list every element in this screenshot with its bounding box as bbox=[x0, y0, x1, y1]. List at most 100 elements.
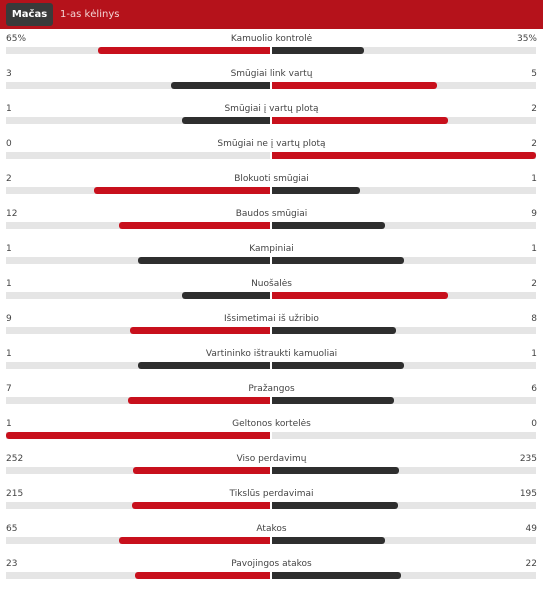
stat-home-value: 2 bbox=[6, 174, 12, 184]
stat-home-value: 1 bbox=[6, 419, 12, 429]
stat-away-bar bbox=[272, 82, 437, 89]
stat-row: 1 Kampiniai 1 bbox=[0, 243, 543, 278]
stat-away-value: 2 bbox=[531, 104, 537, 114]
stat-away-track bbox=[272, 572, 536, 579]
stat-away-value: 2 bbox=[531, 279, 537, 289]
stat-home-bar bbox=[130, 327, 270, 334]
stat-away-bar bbox=[272, 152, 536, 159]
stat-away-value: 195 bbox=[519, 489, 537, 499]
stat-name: Išsimetimai iš užribio bbox=[224, 314, 319, 324]
stat-home-track bbox=[6, 397, 270, 404]
stat-away-value: 235 bbox=[519, 454, 537, 464]
stat-home-track bbox=[6, 257, 270, 264]
stat-away-value: 1 bbox=[531, 244, 537, 254]
stat-name: Kampiniai bbox=[249, 244, 294, 254]
stat-away-bar bbox=[272, 397, 394, 404]
stat-row: 215 Tikslūs perdavimai 195 bbox=[0, 488, 543, 523]
stat-home-bar bbox=[128, 397, 270, 404]
stat-away-bar bbox=[272, 47, 364, 54]
stat-name: Pražangos bbox=[248, 384, 295, 394]
stat-away-track bbox=[272, 362, 536, 369]
stat-name: Smūgiai į vartų plotą bbox=[224, 104, 319, 114]
stat-away-value: 1 bbox=[531, 174, 537, 184]
stat-home-track bbox=[6, 502, 270, 509]
stat-away-value: 22 bbox=[525, 559, 537, 569]
stat-home-track bbox=[6, 292, 270, 299]
stat-home-bar bbox=[138, 257, 270, 264]
stat-home-bar bbox=[138, 362, 270, 369]
stat-away-track bbox=[272, 397, 536, 404]
stat-away-bar bbox=[272, 572, 401, 579]
tab-first-half[interactable]: 1-as kėlinys bbox=[60, 9, 120, 20]
stat-name: Smūgiai link vartų bbox=[230, 69, 313, 79]
stat-name: Kamuolio kontrolė bbox=[230, 34, 313, 44]
stat-row: 9 Išsimetimai iš užribio 8 bbox=[0, 313, 543, 348]
stat-home-value: 7 bbox=[6, 384, 12, 394]
tab-match[interactable]: Mačas bbox=[6, 3, 53, 26]
stat-away-bar bbox=[272, 222, 385, 229]
stat-row: 2 Blokuoti smūgiai 1 bbox=[0, 173, 543, 208]
stat-row: 7 Pražangos 6 bbox=[0, 383, 543, 418]
stat-name: Atakos bbox=[256, 524, 287, 534]
stat-away-value: 0 bbox=[531, 419, 537, 429]
header-bar: Mačas 1-as kėlinys bbox=[0, 0, 543, 29]
stat-home-track bbox=[6, 82, 270, 89]
stat-row: 12 Baudos smūgiai 9 bbox=[0, 208, 543, 243]
stat-away-bar bbox=[272, 502, 398, 509]
stat-home-value: 23 bbox=[6, 559, 18, 569]
stat-home-track bbox=[6, 222, 270, 229]
stat-away-value: 9 bbox=[531, 209, 537, 219]
stat-home-value: 0 bbox=[6, 139, 12, 149]
stat-name: Blokuoti smūgiai bbox=[234, 174, 309, 184]
stat-away-track bbox=[272, 82, 536, 89]
stat-home-value: 1 bbox=[6, 104, 12, 114]
stat-home-track bbox=[6, 572, 270, 579]
stat-away-bar bbox=[272, 467, 399, 474]
stat-home-bar bbox=[135, 572, 270, 579]
stat-home-bar bbox=[132, 502, 270, 509]
stat-away-track bbox=[272, 537, 536, 544]
stat-name: Smūgiai ne į vartų plotą bbox=[217, 139, 326, 149]
stat-home-track bbox=[6, 117, 270, 124]
stat-away-track bbox=[272, 222, 536, 229]
stat-home-track bbox=[6, 432, 270, 439]
stat-home-value: 1 bbox=[6, 349, 12, 359]
stat-home-value: 65% bbox=[6, 34, 27, 44]
stat-name: Viso perdavimų bbox=[236, 454, 307, 464]
stat-away-value: 49 bbox=[525, 524, 537, 534]
stat-home-bar bbox=[182, 117, 270, 124]
stat-away-bar bbox=[272, 327, 396, 334]
stat-away-track bbox=[272, 327, 536, 334]
stat-row: 23 Pavojingos atakos 22 bbox=[0, 558, 543, 593]
stat-home-bar bbox=[98, 47, 270, 54]
stat-row: 1 Geltonos kortelės 0 bbox=[0, 418, 543, 453]
stat-row: 3 Smūgiai link vartų 5 bbox=[0, 68, 543, 103]
stat-away-track bbox=[272, 292, 536, 299]
stat-name: Geltonos kortelės bbox=[232, 419, 311, 429]
stat-home-track bbox=[6, 47, 270, 54]
stat-home-bar bbox=[182, 292, 270, 299]
stat-away-value: 1 bbox=[531, 349, 537, 359]
stat-away-track bbox=[272, 187, 536, 194]
stat-away-track bbox=[272, 117, 536, 124]
stat-away-value: 6 bbox=[531, 384, 537, 394]
stat-away-bar bbox=[272, 187, 360, 194]
stat-away-bar bbox=[272, 257, 404, 264]
stat-away-bar bbox=[272, 362, 404, 369]
stat-home-track bbox=[6, 327, 270, 334]
stat-away-value: 35% bbox=[516, 34, 537, 44]
stat-away-track bbox=[272, 152, 536, 159]
stat-home-bar bbox=[133, 467, 270, 474]
stat-home-value: 1 bbox=[6, 279, 12, 289]
stat-home-track bbox=[6, 467, 270, 474]
stat-name: Pavojingos atakos bbox=[231, 559, 312, 569]
stat-home-value: 215 bbox=[6, 489, 24, 499]
stat-name: Baudos smūgiai bbox=[235, 209, 308, 219]
stat-row: 1 Vartininko ištraukti kamuoliai 1 bbox=[0, 348, 543, 383]
stat-home-value: 65 bbox=[6, 524, 18, 534]
stat-home-bar bbox=[119, 537, 270, 544]
stat-home-value: 252 bbox=[6, 454, 24, 464]
stat-name: Vartininko ištraukti kamuoliai bbox=[205, 349, 338, 359]
stat-home-value: 1 bbox=[6, 244, 12, 254]
stat-away-track bbox=[272, 502, 536, 509]
